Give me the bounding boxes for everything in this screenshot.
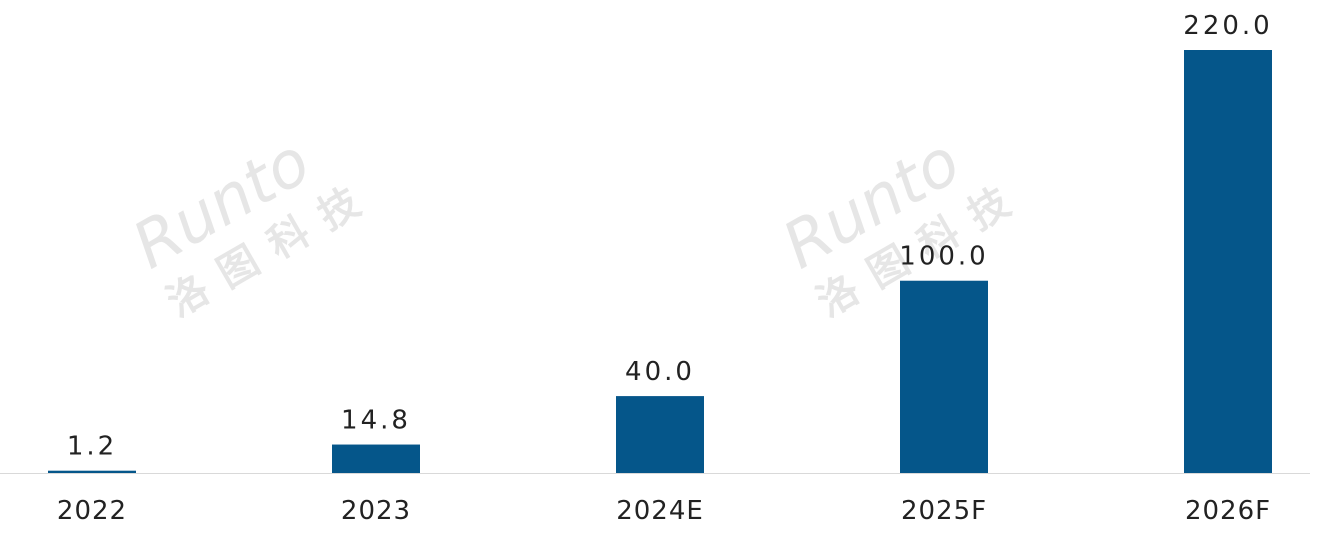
bar bbox=[48, 470, 136, 473]
x-tick-label: 2024E bbox=[616, 496, 704, 526]
x-tick-label: 2022 bbox=[57, 496, 127, 526]
bar bbox=[616, 396, 704, 473]
x-tick-label: 2026F bbox=[1185, 496, 1271, 526]
data-label: 1.2 bbox=[67, 432, 117, 462]
data-label: 40.0 bbox=[625, 357, 695, 387]
bar bbox=[1184, 50, 1272, 473]
x-tick-label: 2023 bbox=[341, 496, 411, 526]
data-label: 100.0 bbox=[899, 242, 988, 272]
data-label: 14.8 bbox=[341, 406, 411, 436]
watermark: Runto 洛图科技 bbox=[121, 125, 383, 326]
x-tick-label: 2025F bbox=[901, 496, 987, 526]
data-label: 220.0 bbox=[1183, 11, 1272, 41]
bar bbox=[332, 444, 420, 473]
bar bbox=[900, 280, 988, 473]
